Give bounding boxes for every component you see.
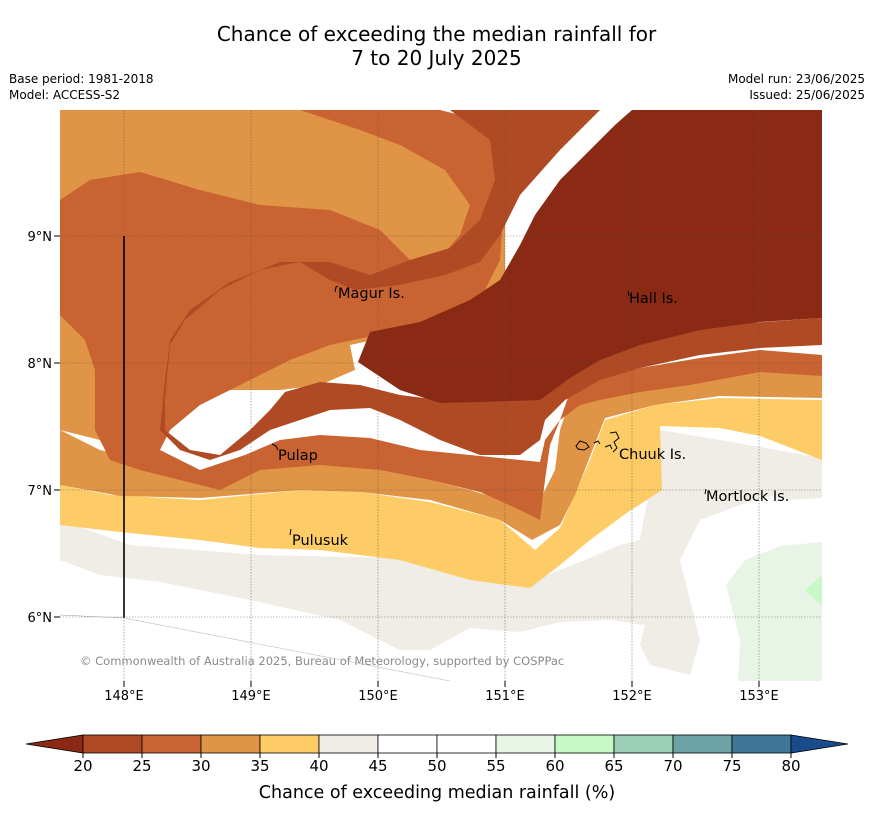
colorbar xyxy=(25,734,849,754)
colorbar-tick-25: 25 xyxy=(132,757,151,775)
colorbar-arrow-low xyxy=(25,734,84,754)
island-chuuk-2 xyxy=(593,440,601,445)
lat-label-6n: 6°N xyxy=(28,611,53,626)
lon-label-150e: 150°E xyxy=(358,689,398,704)
base-period-text: Base period: 1981-2018 xyxy=(9,72,154,86)
lat-axis xyxy=(54,235,60,618)
colorbar-tick-75: 75 xyxy=(722,757,741,775)
zone-55-60 xyxy=(726,542,822,681)
colorbar-bin-50-55 xyxy=(436,734,497,754)
meta-right: Model run: 23/06/2025 Issued: 25/06/2025 xyxy=(728,71,865,103)
colorbar-bin-70-75 xyxy=(672,734,733,754)
colorbar-bin-45-50 xyxy=(377,734,438,754)
colorbar-tick-60: 60 xyxy=(545,757,564,775)
lon-axis xyxy=(123,681,760,687)
colorbar-bin-60-65 xyxy=(554,734,615,754)
colorbar-bin-35-40 xyxy=(259,734,320,754)
colorbar-bin-55-60 xyxy=(495,734,556,754)
model-run-text: Model run: 23/06/2025 xyxy=(727,72,865,86)
island-chuuk-4 xyxy=(609,431,620,453)
island-chuuk-1 xyxy=(575,440,590,451)
place-pulusuk: Pulusuk xyxy=(292,533,349,549)
lon-label-152e: 152°E xyxy=(612,689,652,704)
model-text: Model: ACCESS-S2 xyxy=(9,88,121,102)
colorbar-tick-40: 40 xyxy=(309,757,328,775)
colorbar-tick-70: 70 xyxy=(663,757,682,775)
colorbar-tick-80: 80 xyxy=(781,757,800,775)
title-line-1: Chance of exceeding the median rainfall … xyxy=(216,22,657,46)
island-chuuk-3 xyxy=(604,444,613,450)
place-chuuk: Chuuk Is. xyxy=(619,447,686,463)
colorbar-tick-50: 50 xyxy=(427,757,446,775)
lat-label-9n: 9°N xyxy=(28,230,53,245)
colorbar-bin-30-35 xyxy=(200,734,261,754)
place-hall: Hall Is. xyxy=(629,291,678,307)
colorbar-bin-65-70 xyxy=(613,734,674,754)
colorbar-tick-55: 55 xyxy=(486,757,505,775)
lon-label-153e: 153°E xyxy=(739,689,779,704)
meta-left: Base period: 1981-2018 Model: ACCESS-S2 xyxy=(9,71,154,103)
title-line-2: 7 to 20 July 2025 xyxy=(351,46,522,70)
colorbar-bin-20-25 xyxy=(82,734,143,754)
colorbar-bin-75-80 xyxy=(731,734,792,754)
zone-lt20 xyxy=(358,110,822,403)
colorbar-tick-30: 30 xyxy=(191,757,210,775)
island-pulap xyxy=(271,443,279,451)
colorbar-tick-65: 65 xyxy=(604,757,623,775)
colorbar-label: Chance of exceeding median rainfall (%) xyxy=(259,783,615,803)
place-magur: Magur Is. xyxy=(338,286,405,302)
boundary-faint xyxy=(60,614,125,619)
colorbar-bin-40-45 xyxy=(318,734,379,754)
lon-label-148e: 148°E xyxy=(104,689,144,704)
colorbar-arrow-high xyxy=(790,734,849,754)
map-title: Chance of exceeding the median rainfall … xyxy=(0,22,873,70)
colorbar-ticks xyxy=(82,753,792,758)
issued-text: Issued: 25/06/2025 xyxy=(749,88,865,102)
place-pulap: Pulap xyxy=(278,448,318,464)
boundary-faint-2 xyxy=(123,617,451,681)
colorbar-tick-35: 35 xyxy=(250,757,269,775)
island-magur xyxy=(334,285,339,293)
colorbar-bin-25-30 xyxy=(141,734,202,754)
island-pulusuk xyxy=(289,528,292,536)
lat-label-8n: 8°N xyxy=(28,357,53,372)
lon-label-151e: 151°E xyxy=(485,689,525,704)
colorbar-tick-45: 45 xyxy=(368,757,387,775)
island-mortlock xyxy=(704,488,707,495)
lat-label-7n: 7°N xyxy=(28,484,53,499)
colorbar-tick-20: 20 xyxy=(73,757,92,775)
zone-40-45 xyxy=(60,430,822,675)
zone-35-40 xyxy=(60,110,822,588)
zone-60-65 xyxy=(805,575,822,606)
island-hall xyxy=(627,290,630,297)
map-panel: Magur Is. Hall Is. Pulap Chuuk Is. Mortl… xyxy=(60,110,822,681)
islands xyxy=(271,285,707,536)
place-mortlock: Mortlock Is. xyxy=(706,489,789,505)
lon-label-149e: 149°E xyxy=(231,689,271,704)
copyright-text: © Commonwealth of Australia 2025, Bureau… xyxy=(80,654,564,668)
